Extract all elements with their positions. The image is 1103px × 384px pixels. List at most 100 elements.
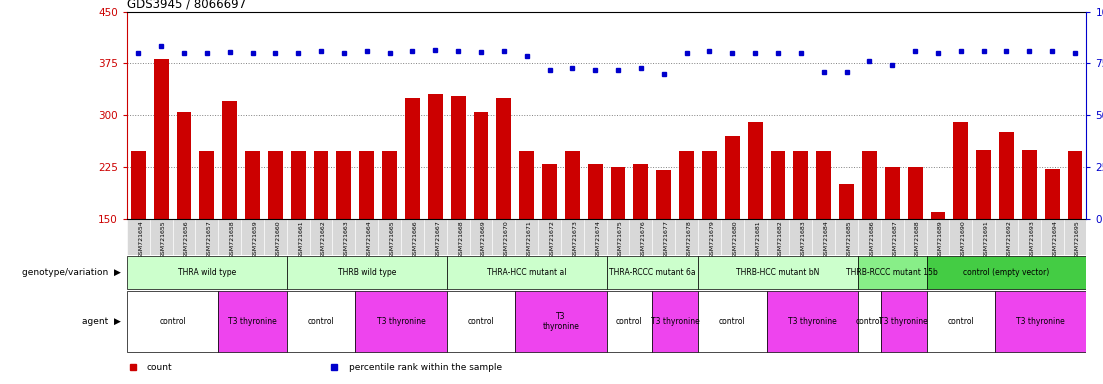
- Bar: [1063, 219, 1086, 255]
- Text: GDS3945 / 8066697: GDS3945 / 8066697: [127, 0, 246, 10]
- Bar: [790, 219, 812, 255]
- Text: GSM721663: GSM721663: [344, 220, 349, 258]
- Bar: [378, 219, 401, 255]
- Text: GSM721675: GSM721675: [618, 220, 623, 258]
- Bar: [839, 184, 854, 323]
- Text: T3
thyronine: T3 thyronine: [543, 312, 579, 331]
- Bar: [885, 167, 900, 323]
- Text: GSM721693: GSM721693: [1029, 220, 1035, 258]
- Bar: [1068, 151, 1082, 323]
- Bar: [652, 291, 698, 352]
- Bar: [470, 219, 492, 255]
- Text: control (empty vector): control (empty vector): [963, 268, 1050, 277]
- Text: THRA-HCC mutant al: THRA-HCC mutant al: [486, 268, 567, 277]
- Bar: [153, 58, 169, 323]
- Text: GSM721662: GSM721662: [321, 220, 326, 258]
- Bar: [999, 132, 1014, 323]
- Bar: [950, 219, 972, 255]
- Text: GSM721680: GSM721680: [732, 220, 737, 258]
- Bar: [931, 212, 945, 323]
- Bar: [538, 219, 561, 255]
- Bar: [264, 219, 287, 255]
- Text: T3 thyronine: T3 thyronine: [376, 317, 426, 326]
- Bar: [588, 164, 602, 323]
- Text: control: control: [947, 317, 974, 326]
- Bar: [1045, 169, 1060, 323]
- Bar: [355, 219, 378, 255]
- Text: control: control: [617, 317, 643, 326]
- Text: GSM721688: GSM721688: [915, 220, 920, 258]
- Text: control: control: [308, 317, 334, 326]
- Text: control: control: [856, 317, 882, 326]
- Bar: [698, 291, 767, 352]
- Bar: [520, 151, 534, 323]
- Bar: [131, 151, 146, 323]
- Text: control: control: [468, 317, 494, 326]
- Bar: [176, 112, 192, 323]
- Bar: [360, 151, 374, 323]
- Text: GSM721694: GSM721694: [1052, 220, 1057, 258]
- Text: GSM721656: GSM721656: [184, 220, 189, 258]
- Text: T3 thyronine: T3 thyronine: [1016, 317, 1065, 326]
- Text: GSM721695: GSM721695: [1075, 220, 1080, 258]
- Bar: [698, 219, 721, 255]
- Bar: [702, 151, 717, 323]
- Text: GSM721687: GSM721687: [892, 220, 897, 258]
- Text: GSM721671: GSM721671: [527, 220, 532, 258]
- Bar: [995, 219, 1018, 255]
- Text: control: control: [159, 317, 186, 326]
- Bar: [675, 219, 698, 255]
- Text: GSM721690: GSM721690: [961, 220, 966, 258]
- Text: percentile rank within the sample: percentile rank within the sample: [349, 362, 502, 372]
- Bar: [515, 291, 607, 352]
- Bar: [816, 151, 832, 323]
- Bar: [656, 170, 672, 323]
- Text: GSM721664: GSM721664: [366, 220, 372, 258]
- Text: GSM721655: GSM721655: [161, 220, 167, 258]
- Text: T3 thyronine: T3 thyronine: [788, 317, 837, 326]
- Bar: [927, 291, 995, 352]
- Bar: [172, 219, 195, 255]
- Text: GSM721668: GSM721668: [458, 220, 463, 258]
- Text: T3 thyronine: T3 thyronine: [879, 317, 928, 326]
- Bar: [291, 151, 306, 323]
- Bar: [473, 112, 489, 323]
- Bar: [405, 98, 420, 323]
- Text: THRA-RCCC mutant 6a: THRA-RCCC mutant 6a: [609, 268, 696, 277]
- Text: THRA wild type: THRA wild type: [178, 268, 236, 277]
- Bar: [611, 167, 625, 323]
- Text: GSM721676: GSM721676: [641, 220, 646, 258]
- Text: genotype/variation  ▶: genotype/variation ▶: [22, 268, 121, 277]
- Bar: [310, 219, 332, 255]
- Bar: [336, 151, 352, 323]
- Text: GSM721677: GSM721677: [664, 220, 668, 258]
- Text: GSM721692: GSM721692: [1006, 220, 1011, 258]
- Bar: [927, 256, 1086, 289]
- Text: GSM721657: GSM721657: [207, 220, 212, 258]
- Bar: [218, 219, 242, 255]
- Bar: [222, 101, 237, 323]
- Bar: [927, 219, 950, 255]
- Bar: [881, 291, 927, 352]
- Bar: [127, 256, 287, 289]
- Text: GSM721666: GSM721666: [413, 220, 417, 258]
- Bar: [995, 291, 1086, 352]
- Text: GSM721683: GSM721683: [801, 220, 806, 258]
- Bar: [1041, 219, 1063, 255]
- Bar: [1021, 150, 1037, 323]
- Text: T3 thyronine: T3 thyronine: [651, 317, 699, 326]
- Bar: [725, 136, 740, 323]
- Bar: [150, 219, 172, 255]
- Bar: [903, 219, 927, 255]
- Bar: [218, 291, 287, 352]
- Text: GSM721674: GSM721674: [596, 220, 600, 258]
- Bar: [200, 151, 214, 323]
- Bar: [721, 219, 743, 255]
- Bar: [698, 256, 858, 289]
- Text: THRB-RCCC mutant 15b: THRB-RCCC mutant 15b: [846, 268, 939, 277]
- Bar: [424, 219, 447, 255]
- Bar: [679, 151, 694, 323]
- Bar: [607, 256, 698, 289]
- Bar: [515, 219, 538, 255]
- Bar: [771, 151, 785, 323]
